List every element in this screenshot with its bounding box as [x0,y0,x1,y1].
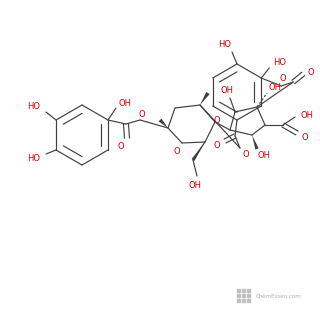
Polygon shape [192,142,205,161]
Text: O: O [243,149,249,158]
Text: O: O [118,141,124,150]
Text: HO: HO [273,58,286,67]
Text: OH: OH [258,150,270,159]
Text: ChemEssen.com: ChemEssen.com [256,294,302,300]
Bar [237,294,240,297]
Text: OH: OH [118,99,132,108]
Bar [247,289,250,292]
Bar [242,289,245,292]
Bar [237,299,240,302]
Text: O: O [280,74,287,83]
Text: O: O [214,116,220,124]
Text: O: O [214,140,220,149]
Bar [237,289,240,292]
Text: OH: OH [220,85,234,94]
Text: O: O [302,132,308,141]
Text: O: O [308,68,315,76]
Text: O: O [139,109,145,118]
Polygon shape [200,92,210,105]
Text: OH: OH [300,110,314,119]
Text: HO: HO [219,39,231,49]
Bar [242,294,245,297]
Bar [242,299,245,302]
Polygon shape [159,119,168,128]
Text: O: O [174,147,180,156]
Bar [247,294,250,297]
Text: OH: OH [268,83,282,92]
Text: HO: HO [28,154,41,163]
Polygon shape [252,135,259,149]
Bar [247,299,250,302]
Text: OH: OH [188,180,202,189]
Text: HO: HO [28,101,41,110]
